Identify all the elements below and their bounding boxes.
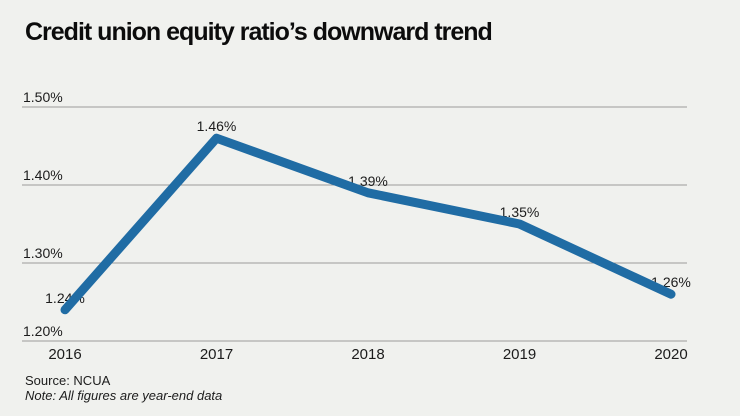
y-axis-tick-label: 1.50% xyxy=(23,89,63,105)
y-axis-tick-label: 1.40% xyxy=(23,167,63,183)
equity-ratio-trend-line xyxy=(60,133,676,315)
note-text: Note: All figures are year-end data xyxy=(25,387,223,403)
data-point-label: 1.35% xyxy=(500,204,540,220)
chart-title: Credit union equity ratio’s downward tre… xyxy=(25,18,493,46)
data-point-label: 1.46% xyxy=(197,118,237,134)
x-axis-year-label: 2018 xyxy=(351,346,384,363)
y-axis-tick-label: 1.20% xyxy=(23,323,63,339)
x-axis-year-label: 2019 xyxy=(503,346,536,363)
chart-footer: Source: NCUA Note: All figures are year-… xyxy=(25,373,223,403)
x-axis-year-label: 2016 xyxy=(48,346,81,363)
source-text: Source: NCUA xyxy=(25,373,111,388)
x-axis-year-label: 2017 xyxy=(200,346,233,363)
x-axis-year-label: 2020 xyxy=(654,346,687,363)
y-axis-tick-label: 1.30% xyxy=(23,245,63,261)
